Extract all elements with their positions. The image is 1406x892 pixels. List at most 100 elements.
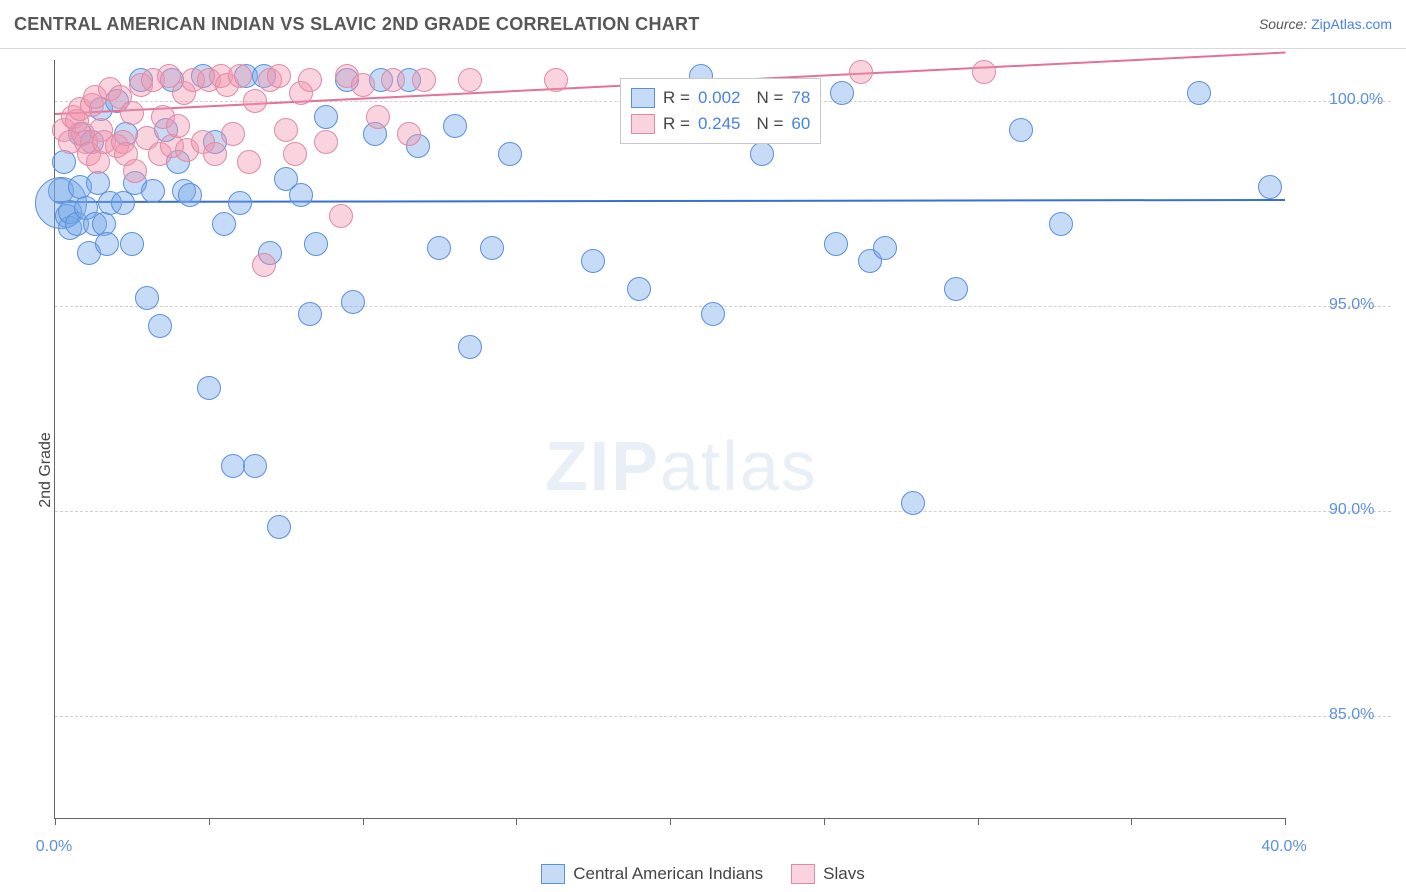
legend-bottom: Central American Indians Slavs — [0, 864, 1406, 889]
data-point-slavs — [544, 68, 568, 92]
data-point-slavs — [412, 68, 436, 92]
data-point-slavs — [314, 130, 338, 154]
x-tick-label: 0.0% — [36, 838, 72, 856]
x-tick — [55, 818, 56, 825]
legend-swatch-slavs — [631, 114, 655, 134]
data-point-slavs — [228, 64, 252, 88]
gridline-h — [55, 511, 1391, 512]
data-point-slavs — [298, 68, 322, 92]
data-point-cai — [1009, 118, 1033, 142]
data-point-slavs — [86, 150, 110, 174]
data-point-cai — [111, 191, 135, 215]
data-point-slavs — [972, 60, 996, 84]
x-tick — [978, 818, 979, 825]
data-point-cai — [304, 232, 328, 256]
x-tick — [363, 818, 364, 825]
data-point-cai — [243, 454, 267, 478]
data-point-cai — [212, 212, 236, 236]
data-point-slavs — [274, 118, 298, 142]
source-link[interactable]: ZipAtlas.com — [1311, 16, 1392, 32]
data-point-slavs — [252, 253, 276, 277]
header: CENTRAL AMERICAN INDIAN VS SLAVIC 2ND GR… — [0, 0, 1406, 49]
data-point-slavs — [283, 142, 307, 166]
data-point-cai — [830, 81, 854, 105]
data-point-cai — [135, 286, 159, 310]
data-point-cai — [498, 142, 522, 166]
stat-r-value: 0.245 — [698, 114, 741, 134]
legend-swatch-cai — [541, 864, 565, 884]
data-point-cai — [148, 314, 172, 338]
stat-n-label: N = — [756, 88, 783, 108]
data-point-cai — [178, 183, 202, 207]
data-point-cai — [581, 249, 605, 273]
stat-n-label: N = — [756, 114, 783, 134]
data-point-slavs — [237, 150, 261, 174]
data-point-cai — [314, 105, 338, 129]
data-point-cai — [750, 142, 774, 166]
data-point-cai — [341, 290, 365, 314]
x-tick — [1131, 818, 1132, 825]
y-tick-label: 85.0% — [1329, 706, 1374, 724]
source-label: Source: — [1259, 16, 1307, 32]
data-point-cai — [298, 302, 322, 326]
data-point-cai — [197, 376, 221, 400]
data-point-cai — [824, 232, 848, 256]
data-point-slavs — [267, 64, 291, 88]
data-point-cai — [873, 236, 897, 260]
stat-n-value: 60 — [791, 114, 810, 134]
data-point-slavs — [366, 105, 390, 129]
data-point-slavs — [166, 114, 190, 138]
data-point-slavs — [458, 68, 482, 92]
y-axis-label: 2nd Grade — [37, 432, 55, 508]
data-point-cai — [289, 183, 313, 207]
data-point-cai — [944, 277, 968, 301]
data-point-slavs — [397, 122, 421, 146]
legend-item-cai: Central American Indians — [541, 864, 763, 884]
x-tick — [670, 818, 671, 825]
stats-row-slavs: R = 0.245 N = 60 — [631, 111, 810, 137]
data-point-cai — [141, 179, 165, 203]
y-tick-label: 90.0% — [1329, 501, 1374, 519]
x-tick — [209, 818, 210, 825]
data-point-slavs — [243, 89, 267, 113]
data-point-cai — [427, 236, 451, 260]
data-point-cai — [627, 277, 651, 301]
data-point-cai — [228, 191, 252, 215]
stat-r-label: R = — [663, 114, 690, 134]
x-tick — [824, 818, 825, 825]
data-point-slavs — [221, 122, 245, 146]
data-point-cai — [120, 232, 144, 256]
x-tick-label: 40.0% — [1261, 838, 1306, 856]
data-point-cai — [480, 236, 504, 260]
chart-container: 2nd Grade 85.0%90.0%95.0%100.0%R =0.002N… — [0, 48, 1406, 892]
legend-swatch-cai — [631, 88, 655, 108]
data-point-slavs — [203, 142, 227, 166]
data-point-slavs — [351, 73, 375, 97]
data-point-slavs — [381, 68, 405, 92]
stat-r-label: R = — [663, 88, 690, 108]
legend-label: Central American Indians — [573, 864, 763, 884]
data-point-cai — [267, 515, 291, 539]
plot-area: 85.0%90.0%95.0%100.0%R =0.002N =78R =0.2… — [54, 60, 1285, 819]
data-point-cai — [1187, 81, 1211, 105]
legend-swatch-slavs — [791, 864, 815, 884]
y-tick-label: 100.0% — [1329, 91, 1383, 109]
data-point-cai — [95, 232, 119, 256]
y-tick-label: 95.0% — [1329, 296, 1374, 314]
data-point-slavs — [329, 204, 353, 228]
legend-item-slavs: Slavs — [791, 864, 865, 884]
data-point-cai — [1049, 212, 1073, 236]
source-attribution: Source: ZipAtlas.com — [1259, 16, 1392, 32]
data-point-cai — [443, 114, 467, 138]
gridline-h — [55, 716, 1391, 717]
stat-n-value: 78 — [791, 88, 810, 108]
data-point-slavs — [849, 60, 873, 84]
data-point-slavs — [123, 159, 147, 183]
data-point-cai — [701, 302, 725, 326]
stats-legend: R =0.002N =78R =0.245N =60 — [620, 78, 821, 144]
data-point-slavs — [120, 101, 144, 125]
data-point-cai — [221, 454, 245, 478]
stats-row-cai: R =0.002N =78 — [631, 85, 810, 111]
x-tick — [516, 818, 517, 825]
x-tick — [1285, 818, 1286, 825]
